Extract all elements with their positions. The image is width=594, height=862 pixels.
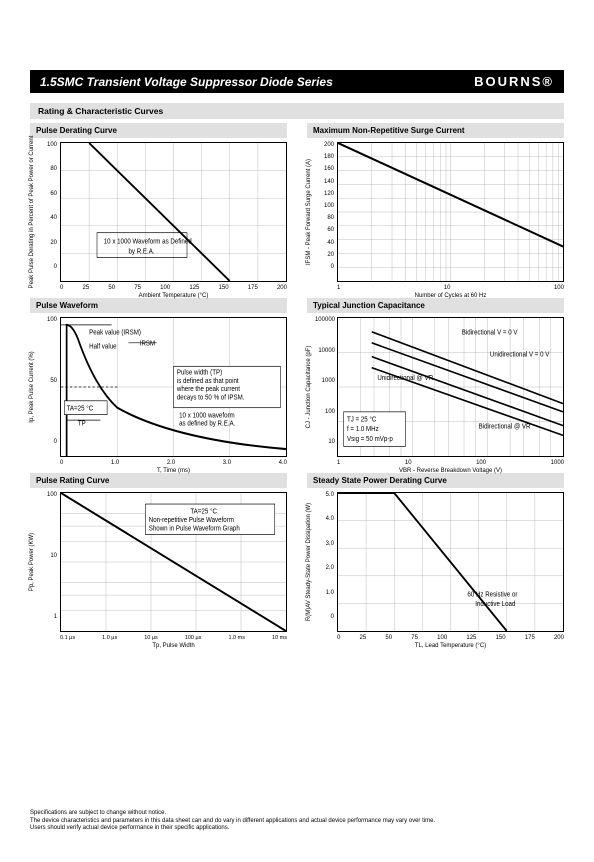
footer-line: The device characteristics and parameter…	[30, 818, 564, 825]
y-axis-label: R(M)AV Steady-State Power Dissipation (W…	[306, 503, 312, 621]
y-axis-label: Peak Pulse Derating in Percent of Peak P…	[29, 136, 35, 289]
svg-text:Peak value (IRSM): Peak value (IRSM)	[89, 329, 141, 337]
svg-text:Bidirectional V = 0 V: Bidirectional V = 0 V	[462, 329, 518, 337]
svg-text:10 x 1000 waveform: 10 x 1000 waveform	[179, 412, 235, 420]
svg-text:Pulse width (TP): Pulse width (TP)	[177, 369, 222, 377]
footer-text: Specifications are subject to change wit…	[30, 810, 564, 832]
brand-logo: BOURNS®	[474, 74, 554, 89]
footer-line: Users should verify actual device perfor…	[30, 825, 564, 832]
svg-text:Unidirectional V = 0 V: Unidirectional V = 0 V	[490, 351, 550, 359]
section-heading: Rating & Characteristic Curves	[30, 103, 564, 119]
chart-svg: TR=10 µs Peak value (IRSM) Half value IR…	[60, 317, 287, 457]
chart-row-3: Pulse Rating Curve Pp, Peak Power (KW) T…	[30, 473, 564, 642]
chart-title: Pulse Rating Curve	[30, 473, 287, 488]
chart-annotation: 10 x 1000 Waveform as Defined	[104, 238, 192, 246]
chart-svg: 10 x 1000 Waveform as Defined by R.E.A.	[60, 142, 287, 282]
chart-title: Pulse Derating Curve	[30, 123, 287, 138]
x-axis-label: Ambient Temperature (°C)	[60, 293, 287, 299]
chart-title: Steady State Power Derating Curve	[307, 473, 564, 488]
svg-text:Shown in Pulse Waveform Graph: Shown in Pulse Waveform Graph	[149, 525, 240, 533]
svg-text:Inductive Load: Inductive Load	[475, 601, 515, 609]
chart-row-2: Pulse Waveform Ip, Peak Pulse Current (%…	[30, 298, 564, 467]
svg-text:Bidirectional @ VR: Bidirectional @ VR	[479, 423, 531, 431]
svg-text:Non-repetitive Pulse Waveform: Non-repetitive Pulse Waveform	[149, 516, 234, 524]
chart-pulse-waveform: Pulse Waveform Ip, Peak Pulse Current (%…	[30, 298, 287, 467]
svg-text:TP: TP	[78, 420, 86, 428]
footer-line: Specifications are subject to change wit…	[30, 810, 564, 817]
svg-text:Vsig = 50 mVp-p: Vsig = 50 mVp-p	[347, 435, 393, 443]
chart-title: Pulse Waveform	[30, 298, 287, 313]
chart-svg	[337, 142, 564, 282]
x-axis-label: Number of Cycles at 60 Hz	[337, 293, 564, 299]
chart-surge-current: Maximum Non-Repetitive Surge Current IFS…	[307, 123, 564, 292]
svg-text:TA=25 °C: TA=25 °C	[190, 507, 217, 516]
svg-text:TA=25 °C: TA=25 °C	[67, 404, 94, 413]
header-bar: 1.5SMC Transient Voltage Suppressor Diod…	[30, 70, 564, 93]
y-axis-label: CJ - Junction Capacitance (pF)	[306, 346, 312, 429]
chart-steady-state: Steady State Power Derating Curve R(M)AV…	[307, 473, 564, 642]
svg-text:IRSM: IRSM	[140, 340, 156, 348]
y-axis-label: IFSM - Peak Forward Surge Current (A)	[306, 159, 312, 265]
x-axis-label: VBR - Reverse Breakdown Voltage (V)	[337, 468, 564, 474]
svg-text:decays to 50 % of IPSM.: decays to 50 % of IPSM.	[177, 394, 245, 402]
chart-annotation: by R.E.A.	[129, 248, 155, 256]
svg-text:Half value: Half value	[89, 343, 117, 351]
chart-junction-cap: Typical Junction Capacitance CJ - Juncti…	[307, 298, 564, 467]
svg-text:is defined as that point: is defined as that point	[177, 377, 239, 385]
svg-text:as defined by R.E.A.: as defined by R.E.A.	[179, 420, 235, 428]
chart-svg: 60 Hz Resistive or Inductive Load	[337, 492, 564, 632]
chart-title: Typical Junction Capacitance	[307, 298, 564, 313]
svg-text:Unidirectional @ VR: Unidirectional @ VR	[377, 375, 433, 383]
y-axis-label: Pp, Peak Power (KW)	[29, 533, 35, 591]
header-title: 1.5SMC Transient Voltage Suppressor Diod…	[40, 75, 333, 89]
chart-row-1: Pulse Derating Curve Peak Pulse Derating…	[30, 123, 564, 292]
chart-pulse-derating: Pulse Derating Curve Peak Pulse Derating…	[30, 123, 287, 292]
svg-text:where the peak current: where the peak current	[176, 386, 240, 394]
chart-pulse-rating: Pulse Rating Curve Pp, Peak Power (KW) T…	[30, 473, 287, 642]
chart-title: Maximum Non-Repetitive Surge Current	[307, 123, 564, 138]
chart-svg: Bidirectional V = 0 V Unidirectional V =…	[337, 317, 564, 457]
x-axis-label: Tp, Pulse Width	[60, 643, 287, 649]
y-axis-label: Ip, Peak Pulse Current (%)	[29, 351, 35, 422]
svg-text:TJ = 25 °C: TJ = 25 °C	[347, 415, 376, 424]
chart-svg: TA=25 °C Non-repetitive Pulse Waveform S…	[60, 492, 287, 632]
x-axis-label: TL, Lead Temperature (°C)	[337, 643, 564, 649]
svg-text:f = 1.0 MHz: f = 1.0 MHz	[347, 426, 379, 434]
x-axis-label: T, Time (ms)	[60, 468, 287, 474]
svg-text:60 Hz Resistive or: 60 Hz Resistive or	[467, 591, 518, 599]
